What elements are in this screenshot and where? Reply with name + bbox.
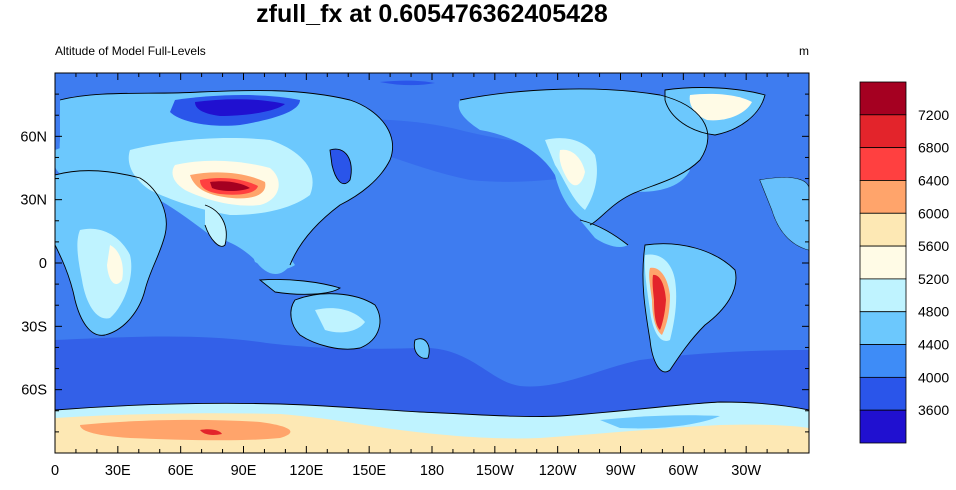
lon-tick-label: 90E [231, 463, 257, 479]
colorbar-swatch [859, 114, 907, 149]
colorbar-swatch [859, 81, 907, 116]
lon-tick-label: 120E [289, 463, 323, 479]
south-america-landmass [642, 243, 736, 372]
colorbar-label: 6000 [918, 205, 949, 221]
colorbar-swatch [859, 311, 907, 345]
lon-tick-label: 120W [539, 463, 577, 479]
lon-tick-label: 90W [606, 463, 636, 479]
eurasia-landmass [59, 90, 393, 275]
left-string: Altitude of Model Full-Levels [55, 44, 206, 58]
colorbar-label: 6400 [918, 172, 949, 188]
colorbar-label: 4400 [918, 337, 949, 353]
colorbar-label: 5200 [918, 271, 949, 287]
arctic-low-region [380, 80, 435, 86]
lat-tick-label: 30N [20, 193, 47, 209]
colorbar-swatch [859, 409, 907, 444]
colorbar-label: 4000 [918, 369, 949, 385]
australia-landmass [290, 293, 380, 350]
colorbar-swatch [859, 245, 907, 280]
colorbar-swatch [859, 180, 907, 214]
lat-tick-label: 30S [21, 319, 47, 335]
lon-tick-label: 60E [168, 463, 194, 479]
lon-tick-label: 60W [668, 463, 698, 479]
new-zealand-landmass [414, 338, 430, 359]
latitude-labels: 60N 30N 0 30S 60S [20, 129, 47, 398]
lat-tick-label: 0 [39, 256, 47, 272]
indonesia-landmass [260, 279, 340, 295]
west-africa-edge-landmass [760, 177, 809, 250]
colorbar-swatch [859, 344, 907, 378]
lat-tick-label: 60N [20, 129, 47, 145]
colorbar-swatch [859, 376, 907, 411]
africa-landmass [55, 170, 167, 336]
lon-tick-label: 150E [352, 463, 386, 479]
greenland-landmass [665, 87, 765, 135]
colorbar-swatch [859, 278, 907, 313]
lon-tick-label: 180 [420, 463, 444, 479]
lon-tick-label: 0 [51, 463, 59, 479]
central-america-landmass [580, 220, 628, 248]
axis-ticks [54, 72, 810, 454]
lon-tick-label: 30W [731, 463, 761, 479]
lat-tick-label: 60S [21, 383, 47, 399]
north-pacific-band [330, 119, 620, 182]
north-america-landmass [458, 88, 708, 225]
colorbar-swatch [859, 212, 907, 247]
colorbar-swatch [859, 147, 907, 181]
lon-tick-label: 30E [105, 463, 131, 479]
longitude-labels: 0 30E 60E 90E 120E 150E 180 150W 120W 90W 60W 30W [51, 463, 761, 479]
antarctica-landmass [55, 402, 809, 453]
colorbar-label: 3600 [918, 402, 949, 418]
colorbar: 7200 6800 6400 6000 5600 5200 4800 4400 4000 3600 [859, 81, 949, 444]
plot-title: zfull_fx at 0.605476362405428 [256, 0, 608, 28]
map-area [55, 73, 809, 453]
indochina-landmass [245, 235, 295, 270]
units-label: m [799, 44, 809, 58]
colorbar-label: 4800 [918, 304, 949, 320]
colorbar-label: 7200 [918, 107, 949, 123]
colorbar-label: 5600 [918, 238, 949, 254]
lon-tick-label: 150W [476, 463, 514, 479]
colorbar-label: 6800 [918, 140, 949, 156]
